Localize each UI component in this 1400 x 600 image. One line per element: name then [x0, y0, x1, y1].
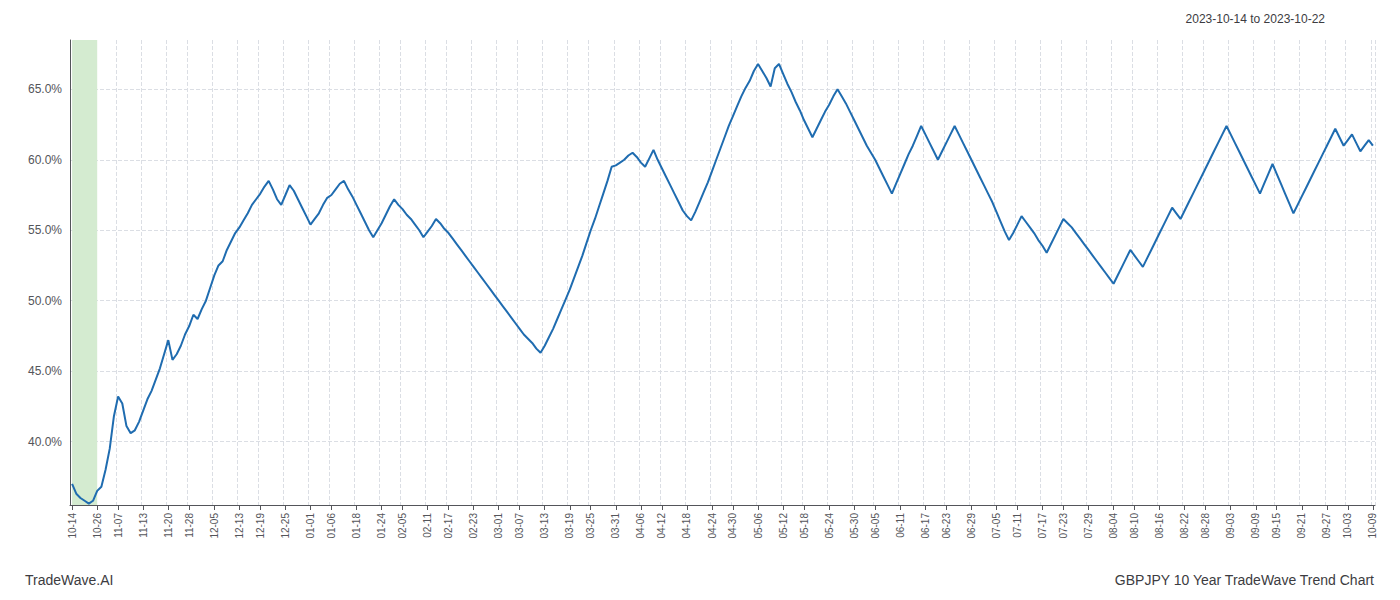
svg-text:04-24: 04-24: [707, 513, 718, 539]
svg-text:11-20: 11-20: [163, 513, 174, 538]
svg-text:2023-10-14 to 2023-10-22: 2023-10-14 to 2023-10-22: [1186, 12, 1326, 26]
svg-text:05-24: 05-24: [824, 513, 835, 539]
svg-text:01-06: 01-06: [326, 513, 337, 539]
svg-text:04-12: 04-12: [656, 513, 667, 539]
svg-text:02-17: 02-17: [443, 513, 454, 539]
svg-text:07-23: 07-23: [1058, 513, 1069, 539]
svg-text:60.0%: 60.0%: [28, 153, 62, 167]
svg-text:01-24: 01-24: [376, 513, 387, 539]
svg-text:02-11: 02-11: [422, 513, 433, 538]
svg-text:12-19: 12-19: [255, 513, 266, 539]
svg-text:04-06: 04-06: [635, 513, 646, 539]
svg-text:TradeWave.AI: TradeWave.AI: [25, 572, 113, 588]
svg-text:04-30: 04-30: [727, 513, 738, 539]
svg-text:GBPJPY 10 Year TradeWave Trend: GBPJPY 10 Year TradeWave Trend Chart: [1115, 572, 1374, 588]
svg-text:12-05: 12-05: [209, 513, 220, 539]
svg-text:09-27: 09-27: [1321, 513, 1332, 539]
svg-text:09-03: 09-03: [1225, 513, 1236, 539]
svg-text:06-23: 06-23: [941, 513, 952, 539]
svg-text:65.0%: 65.0%: [28, 82, 62, 96]
svg-text:08-10: 08-10: [1129, 513, 1140, 539]
svg-text:40.0%: 40.0%: [28, 435, 62, 449]
svg-text:09-09: 09-09: [1250, 513, 1261, 539]
svg-text:06-17: 06-17: [920, 513, 931, 539]
svg-text:11-07: 11-07: [113, 513, 124, 538]
svg-text:05-06: 05-06: [753, 513, 764, 539]
svg-text:06-11: 06-11: [895, 513, 906, 538]
svg-text:11-13: 11-13: [138, 513, 149, 538]
svg-text:03-13: 03-13: [539, 513, 550, 539]
svg-text:03-01: 03-01: [493, 513, 504, 539]
svg-text:08-28: 08-28: [1200, 513, 1211, 539]
svg-text:05-30: 05-30: [849, 513, 860, 539]
svg-text:08-22: 08-22: [1179, 513, 1190, 539]
svg-text:12-25: 12-25: [280, 513, 291, 539]
svg-text:05-12: 05-12: [778, 513, 789, 539]
svg-text:07-11: 07-11: [1012, 513, 1023, 538]
svg-text:10-09: 10-09: [1367, 513, 1378, 539]
svg-text:07-17: 07-17: [1037, 513, 1048, 539]
svg-text:03-07: 03-07: [514, 513, 525, 539]
svg-text:10-14: 10-14: [67, 513, 78, 539]
svg-text:03-25: 03-25: [585, 513, 596, 539]
svg-text:07-29: 07-29: [1083, 513, 1094, 539]
svg-text:10-26: 10-26: [92, 513, 103, 539]
svg-text:05-18: 05-18: [799, 513, 810, 539]
svg-text:11-28: 11-28: [184, 513, 195, 538]
svg-text:02-05: 02-05: [397, 513, 408, 539]
svg-text:02-23: 02-23: [468, 513, 479, 539]
svg-text:55.0%: 55.0%: [28, 223, 62, 237]
svg-text:01-01: 01-01: [305, 513, 316, 539]
svg-text:09-15: 09-15: [1271, 513, 1282, 539]
svg-text:07-05: 07-05: [991, 513, 1002, 539]
svg-text:50.0%: 50.0%: [28, 294, 62, 308]
svg-text:12-13: 12-13: [234, 513, 245, 539]
svg-text:09-21: 09-21: [1296, 513, 1307, 539]
svg-text:03-19: 03-19: [564, 513, 575, 539]
svg-text:45.0%: 45.0%: [28, 364, 62, 378]
svg-text:10-03: 10-03: [1342, 513, 1353, 539]
svg-text:03-31: 03-31: [610, 513, 621, 539]
svg-text:08-16: 08-16: [1154, 513, 1165, 539]
svg-text:06-05: 06-05: [870, 513, 881, 539]
svg-text:04-18: 04-18: [681, 513, 692, 539]
svg-text:01-18: 01-18: [351, 513, 362, 539]
svg-text:08-04: 08-04: [1108, 513, 1119, 539]
svg-text:06-29: 06-29: [966, 513, 977, 539]
